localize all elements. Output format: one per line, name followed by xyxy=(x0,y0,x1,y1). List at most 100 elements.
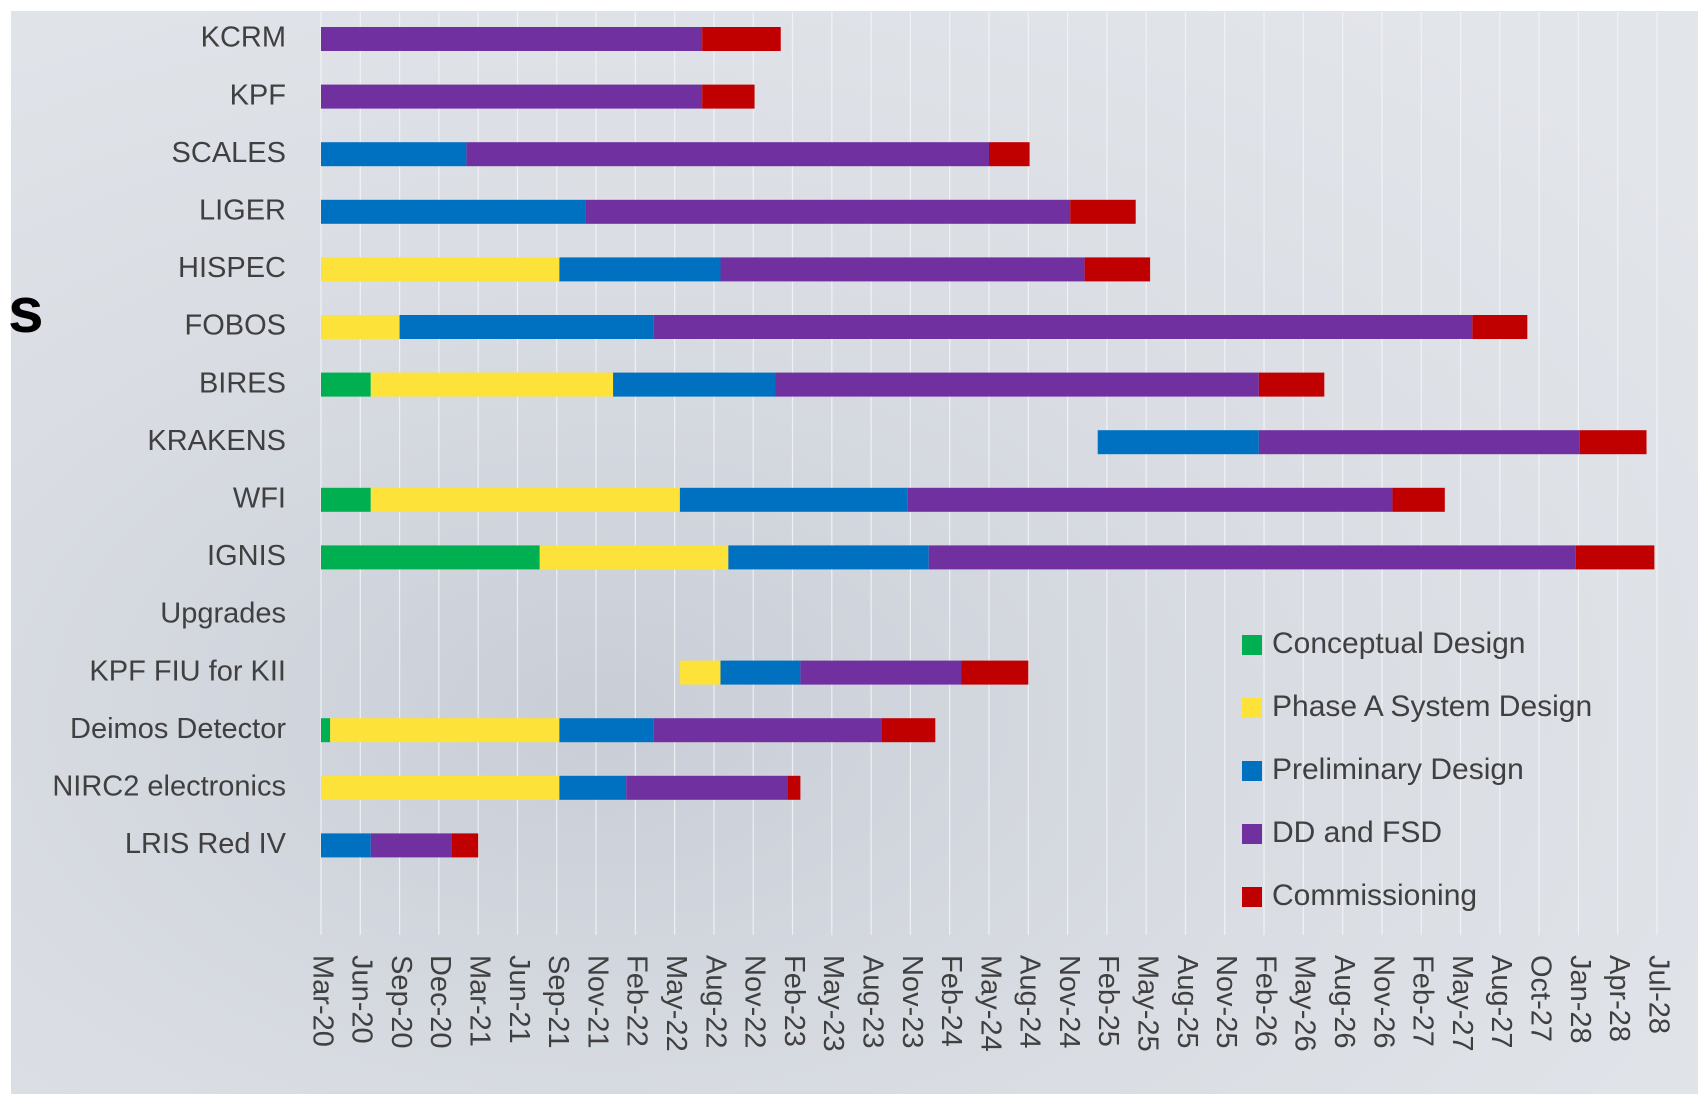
x-tick-label: Feb-25 xyxy=(1092,955,1124,1047)
bar-segment xyxy=(370,487,680,512)
x-tick-label: Feb-23 xyxy=(778,955,810,1047)
x-tick-label: Feb-22 xyxy=(621,955,653,1047)
bar-segment xyxy=(653,718,882,743)
bar-segment xyxy=(702,84,755,109)
bar-segment xyxy=(1097,430,1259,455)
x-tick-label: Aug-22 xyxy=(699,955,731,1049)
x-tick-label: May-25 xyxy=(1132,955,1164,1052)
legend-swatch xyxy=(1242,635,1262,655)
legend-label: DD and FSD xyxy=(1272,816,1442,849)
x-tick-label: Nov-22 xyxy=(739,955,771,1049)
bar-segment xyxy=(728,545,929,570)
y-tick-label: LRIS Red IV xyxy=(125,828,287,860)
x-tick-label: Nov-24 xyxy=(1053,955,1085,1049)
legend-label: Phase A System Design xyxy=(1272,690,1592,723)
x-tick-label: Aug-24 xyxy=(1014,955,1046,1049)
bar-segment xyxy=(679,487,908,512)
y-tick-label: IGNIS xyxy=(207,540,286,572)
x-tick-label: Nov-21 xyxy=(581,955,613,1049)
x-tick-label: Aug-23 xyxy=(856,955,888,1049)
bar-segment xyxy=(321,487,371,512)
title-fragment: s xyxy=(8,274,44,346)
x-tick-label: Jun-20 xyxy=(346,955,378,1044)
y-tick-label: NIRC2 electronics xyxy=(52,770,286,802)
y-tick-label: FOBOS xyxy=(184,310,286,342)
x-tick-label: Feb-24 xyxy=(935,955,967,1047)
x-tick-label: Aug-27 xyxy=(1485,955,1517,1049)
bar-segment xyxy=(321,775,560,800)
bar-segment xyxy=(800,660,962,685)
legend-label: Commissioning xyxy=(1272,879,1477,912)
bar-segment xyxy=(989,142,1030,167)
bar-segment xyxy=(787,775,801,800)
bar-segment xyxy=(1472,315,1528,339)
bar-segment xyxy=(321,315,400,339)
bar-segment xyxy=(321,833,371,858)
bar-segment xyxy=(1392,487,1445,512)
bar-segment xyxy=(653,315,1473,339)
bar-segment xyxy=(330,718,560,743)
y-tick-label: KPF FIU for KII xyxy=(89,655,286,687)
x-tick-label: Mar-21 xyxy=(464,955,496,1047)
bar-segment xyxy=(1258,372,1325,397)
y-tick-label: HISPEC xyxy=(178,252,286,284)
x-tick-label: Apr-28 xyxy=(1603,955,1635,1042)
bar-segment xyxy=(585,199,1071,224)
y-tick-label: Upgrades xyxy=(160,598,286,630)
bar-segment xyxy=(451,833,479,858)
x-tick-label: Mar-20 xyxy=(306,955,338,1047)
bar-segment xyxy=(559,718,654,743)
x-tick-label: Jun-21 xyxy=(503,955,535,1044)
x-tick-label: May-24 xyxy=(974,955,1006,1052)
x-tick-label: Jul-28 xyxy=(1642,955,1674,1034)
x-tick-label: Aug-26 xyxy=(1328,955,1360,1049)
bar-segment xyxy=(961,660,1029,685)
y-tick-label: Deimos Detector xyxy=(70,713,286,745)
y-tick-label: KPF xyxy=(230,79,286,111)
bar-segment xyxy=(370,833,452,858)
x-tick-label: Aug-25 xyxy=(1171,955,1203,1049)
bar-segment xyxy=(881,718,936,743)
y-tick-label: SCALES xyxy=(172,137,286,169)
bar-segment xyxy=(1579,430,1647,455)
bar-segment xyxy=(907,487,1393,512)
x-tick-label: May-23 xyxy=(817,955,849,1052)
bar-segment xyxy=(466,142,989,167)
legend-swatch xyxy=(1242,824,1262,844)
x-tick-label: Dec-20 xyxy=(424,955,456,1049)
y-tick-label: BIRES xyxy=(199,367,286,399)
bar-segment xyxy=(321,84,703,109)
legend-swatch xyxy=(1242,698,1262,718)
y-tick-label: WFI xyxy=(233,482,286,514)
bar-segment xyxy=(399,315,654,339)
x-tick-label: Nov-26 xyxy=(1367,955,1399,1049)
bar-segment xyxy=(321,545,540,570)
bar-segment xyxy=(720,257,1085,282)
y-tick-label: KRAKENS xyxy=(147,425,286,457)
legend-label: Preliminary Design xyxy=(1272,753,1524,786)
bar-segment xyxy=(626,775,788,800)
y-tick-label: KCRM xyxy=(201,22,286,54)
bar-segment xyxy=(1258,430,1580,455)
x-tick-label: Sep-20 xyxy=(385,955,417,1049)
x-tick-label: Nov-25 xyxy=(1210,955,1242,1049)
bar-segment xyxy=(321,718,331,743)
y-tick-label: LIGER xyxy=(199,194,286,226)
bar-segment xyxy=(370,372,614,397)
x-tick-label: Feb-26 xyxy=(1249,955,1281,1047)
x-tick-label: Nov-23 xyxy=(896,955,928,1049)
x-tick-label: Jan-28 xyxy=(1564,955,1596,1044)
x-tick-label: Sep-21 xyxy=(542,955,574,1049)
bar-segment xyxy=(321,27,703,51)
x-tick-label: May-22 xyxy=(660,955,692,1052)
bar-segment xyxy=(539,545,729,570)
bar-segment xyxy=(775,372,1259,397)
bar-segment xyxy=(321,257,560,282)
bar-segment xyxy=(720,660,801,685)
x-tick-label: Oct-27 xyxy=(1524,955,1556,1042)
bar-segment xyxy=(1084,257,1151,282)
x-tick-label: May-26 xyxy=(1289,955,1321,1052)
legend-label: Conceptual Design xyxy=(1272,627,1526,660)
bar-segment xyxy=(613,372,776,397)
bar-segment xyxy=(559,775,627,800)
